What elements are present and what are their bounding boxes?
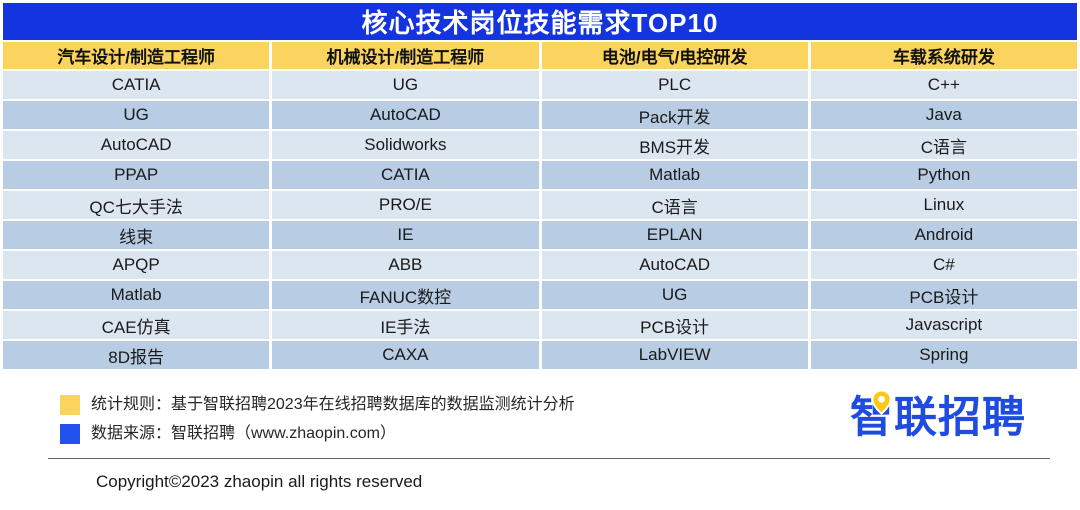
header-row: 汽车设计/制造工程师 机械设计/制造工程师 电池/电气/电控研发 车载系统研发 [3, 42, 1077, 69]
table-cell: Python [810, 161, 1077, 189]
table-cell: PCB设计 [810, 281, 1077, 309]
table-cell: Spring [810, 341, 1077, 369]
skills-table: 核心技术岗位技能需求TOP10 汽车设计/制造工程师 机械设计/制造工程师 电池… [0, 1, 1080, 371]
table-cell: 8D报告 [3, 341, 270, 369]
table-cell: Matlab [3, 281, 270, 309]
table-cell: AutoCAD [3, 131, 270, 159]
table-cell: Pack开发 [541, 101, 808, 129]
footnotes: 统计规则：基于智联招聘2023年在线招聘数据库的数据监测统计分析 数据来源：智联… [60, 395, 1080, 444]
column-header-vehicle-sys: 车载系统研发 [810, 42, 1077, 69]
table-cell: Javascript [810, 311, 1077, 339]
table-row: QC七大手法 PRO/E C语言 Linux [3, 191, 1077, 219]
table-cell: C语言 [541, 191, 808, 219]
legend-item-stat-rule: 统计规则：基于智联招聘2023年在线招聘数据库的数据监测统计分析 [60, 395, 1080, 415]
yellow-swatch-icon [60, 395, 80, 415]
table-row: AutoCAD Solidworks BMS开发 C语言 [3, 131, 1077, 159]
location-pin-icon [871, 389, 892, 415]
table-cell: C语言 [810, 131, 1077, 159]
table-cell: IE [272, 221, 539, 249]
table-cell: PRO/E [272, 191, 539, 219]
table-cell: CAE仿真 [3, 311, 270, 339]
table-cell: CATIA [3, 71, 270, 99]
table-cell: EPLAN [541, 221, 808, 249]
legend-item-data-source: 数据来源：智联招聘（www.zhaopin.com） [60, 424, 1080, 444]
table-cell: BMS开发 [541, 131, 808, 159]
table-row: CATIA UG PLC C++ [3, 71, 1077, 99]
footer-divider [48, 458, 1050, 459]
table-cell: Solidworks [272, 131, 539, 159]
page-title: 核心技术岗位技能需求TOP10 [3, 3, 1077, 40]
table-cell: AutoCAD [272, 101, 539, 129]
table-cell: FANUC数控 [272, 281, 539, 309]
blue-swatch-icon [60, 424, 80, 444]
table-cell: C# [810, 251, 1077, 279]
table-cell: Android [810, 221, 1077, 249]
table-cell: Linux [810, 191, 1077, 219]
copyright-text: Copyright©2023 zhaopin all rights reserv… [96, 472, 423, 491]
table-cell: PCB设计 [541, 311, 808, 339]
table-row: UG AutoCAD Pack开发 Java [3, 101, 1077, 129]
stat-rule-text: 统计规则：基于智联招聘2023年在线招聘数据库的数据监测统计分析 [91, 396, 575, 413]
column-header-auto-design: 汽车设计/制造工程师 [3, 42, 270, 69]
table-cell: QC七大手法 [3, 191, 270, 219]
table-cell: AutoCAD [541, 251, 808, 279]
table-row: APQP ABB AutoCAD C# [3, 251, 1077, 279]
title-row: 核心技术岗位技能需求TOP10 [3, 3, 1077, 40]
table-cell: 线束 [3, 221, 270, 249]
table-cell: CAXA [272, 341, 539, 369]
table-cell: UG [3, 101, 270, 129]
zhaopin-logo: 智 联招聘 [850, 389, 1026, 444]
table-row: PPAP CATIA Matlab Python [3, 161, 1077, 189]
table-row: 线束 IE EPLAN Android [3, 221, 1077, 249]
table-cell: CATIA [272, 161, 539, 189]
table-row: CAE仿真 IE手法 PCB设计 Javascript [3, 311, 1077, 339]
column-header-mech-design: 机械设计/制造工程师 [272, 42, 539, 69]
table-cell: Matlab [541, 161, 808, 189]
table-cell: APQP [3, 251, 270, 279]
table-row: Matlab FANUC数控 UG PCB设计 [3, 281, 1077, 309]
logo-rest-chars: 联招聘 [894, 394, 1026, 442]
table-cell: C++ [810, 71, 1077, 99]
table-cell: PLC [541, 71, 808, 99]
table-cell: ABB [272, 251, 539, 279]
column-header-battery-rd: 电池/电气/电控研发 [541, 42, 808, 69]
data-source-text: 数据来源：智联招聘（www.zhaopin.com） [91, 425, 396, 442]
table-cell: IE手法 [272, 311, 539, 339]
logo-first-char: 智 [850, 389, 894, 444]
table-cell: PPAP [3, 161, 270, 189]
table-cell: UG [541, 281, 808, 309]
table-row: 8D报告 CAXA LabVIEW Spring [3, 341, 1077, 369]
table-cell: LabVIEW [541, 341, 808, 369]
table-cell: Java [810, 101, 1077, 129]
table-cell: UG [272, 71, 539, 99]
